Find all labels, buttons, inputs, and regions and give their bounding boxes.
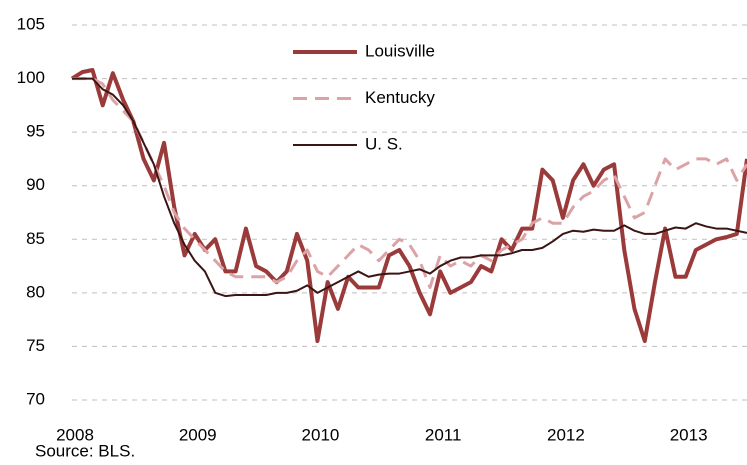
y-tick-label: 75 — [26, 336, 45, 355]
series-line — [70, 68, 747, 344]
y-tick-label: 70 — [26, 389, 45, 408]
y-tick-label: 105 — [17, 14, 45, 33]
y-tick-label: 90 — [26, 175, 45, 194]
legend-label: Louisville — [365, 41, 435, 60]
y-tick-label: 95 — [26, 122, 45, 141]
legend-label: Kentucky — [365, 88, 435, 107]
x-tick-label: 2013 — [670, 425, 708, 444]
legend-label: U. S. — [365, 134, 403, 153]
y-tick-label: 100 — [17, 68, 45, 87]
series-line — [72, 77, 747, 289]
series-line — [72, 77, 747, 298]
y-tick-label: 80 — [26, 282, 45, 301]
y-tick-label: 85 — [26, 229, 45, 248]
x-tick-label: 2010 — [302, 425, 340, 444]
x-tick-label: 2009 — [179, 425, 217, 444]
source-note: Source: BLS. — [35, 441, 135, 460]
x-tick-label: 2008 — [56, 425, 94, 444]
x-tick-label: 2011 — [425, 425, 462, 444]
x-tick-label: 2012 — [547, 425, 585, 444]
